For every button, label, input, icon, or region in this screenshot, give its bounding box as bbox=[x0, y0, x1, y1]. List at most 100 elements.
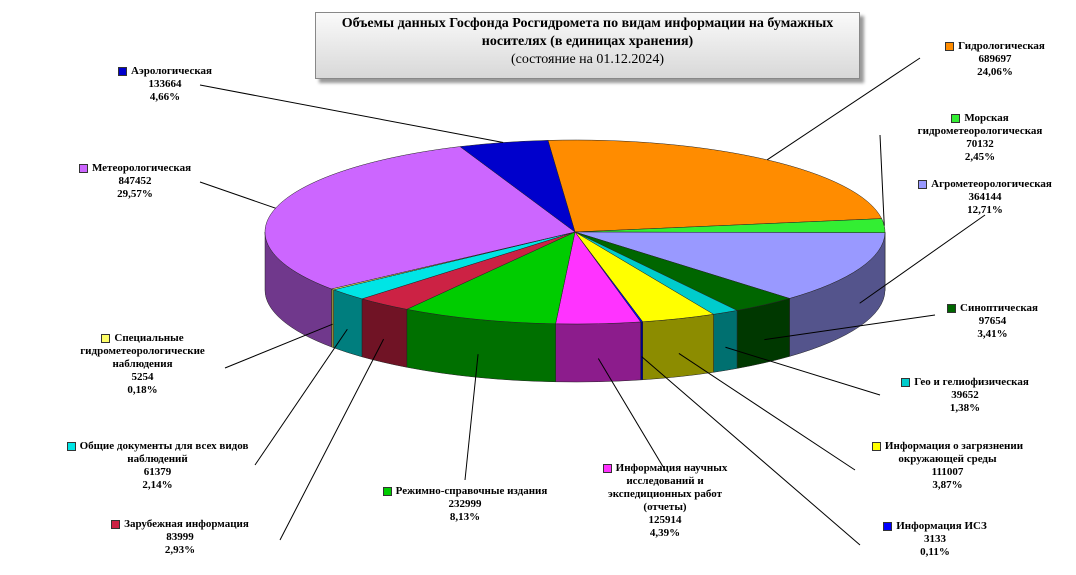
category-name: Информация о загрязнении окружающей сред… bbox=[884, 440, 1024, 465]
slice-label: Специальные гидрометеорологические наблю… bbox=[55, 332, 230, 397]
slice-label: Аэрологическая 133664 4,66% bbox=[95, 65, 235, 104]
value-label: 12,71% bbox=[967, 204, 1003, 216]
slice bbox=[547, 139, 883, 233]
count-label: 125914 bbox=[648, 514, 682, 526]
category-name: Аэрологическая bbox=[131, 65, 212, 77]
category-name: Зарубежная информация bbox=[124, 518, 249, 530]
value-label: 4,39% bbox=[649, 527, 681, 539]
leader-line bbox=[224, 323, 333, 369]
leader-line bbox=[254, 328, 348, 466]
slice-label: Информация о загрязнении окружающей сред… bbox=[855, 440, 1040, 492]
legend-swatch bbox=[382, 486, 392, 496]
leader-line bbox=[678, 353, 856, 471]
count-label: 5254 bbox=[131, 371, 154, 383]
category-name: Морская гидрометеорологическая bbox=[917, 112, 1043, 137]
top-faces bbox=[264, 139, 886, 325]
legend-swatch bbox=[951, 113, 961, 123]
slice-label: Режимно-справочные издания 232999 8,13% bbox=[360, 485, 570, 524]
legend-swatch bbox=[118, 66, 128, 76]
slice-label: Зарубежная информация 83999 2,93% bbox=[90, 518, 270, 557]
leader-lines bbox=[199, 57, 986, 546]
value-label: 2,45% bbox=[964, 151, 996, 163]
legend-swatch bbox=[945, 41, 955, 51]
count-label: 83999 bbox=[166, 531, 194, 543]
title-box: Объемы данных Госфонда Росгидромета по в… bbox=[315, 12, 860, 79]
value-label: 8,13% bbox=[449, 511, 481, 523]
count-label: 689697 bbox=[978, 53, 1012, 65]
legend-swatch bbox=[871, 441, 881, 451]
count-label: 133664 bbox=[148, 78, 182, 90]
count-label: 70132 bbox=[966, 138, 994, 150]
leader-line bbox=[725, 346, 881, 396]
category-name: Гидрологическая bbox=[958, 40, 1045, 52]
leader-line bbox=[464, 354, 479, 481]
slice-label: Метеорологическая 847452 29,57% bbox=[50, 162, 220, 201]
side-walls bbox=[264, 231, 886, 383]
slice bbox=[264, 146, 576, 290]
value-label: 0,11% bbox=[920, 546, 950, 558]
value-label: 1,38% bbox=[949, 402, 981, 414]
count-label: 97654 bbox=[978, 315, 1007, 327]
slice-label: Морская гидрометеорологическая 70132 2,45% bbox=[890, 112, 1070, 164]
count-label: 111007 bbox=[931, 466, 964, 478]
category-name: Информация научных исследований и экспед… bbox=[607, 462, 728, 513]
category-name: Информация ИСЗ bbox=[896, 520, 987, 532]
slice-label: Гео и гелиофизическая 39652 1,38% bbox=[880, 376, 1050, 415]
legend-swatch bbox=[602, 463, 612, 473]
legend-swatch bbox=[111, 519, 121, 529]
leader-line bbox=[879, 134, 885, 226]
slice-side bbox=[333, 289, 363, 358]
legend-swatch bbox=[101, 333, 111, 343]
count-label: 847452 bbox=[118, 175, 152, 187]
leader-line bbox=[641, 356, 861, 546]
slice-side bbox=[713, 310, 738, 373]
chart-subtitle: (состояние на 01.12.2024) bbox=[510, 52, 665, 67]
slice bbox=[574, 231, 886, 299]
legend-swatch bbox=[78, 163, 88, 173]
slice-label: Агрометеорологическая 364144 12,71% bbox=[900, 178, 1070, 217]
count-label: 61379 bbox=[143, 466, 172, 478]
slice-label: Информация ИСЗ 3133 0,11% bbox=[865, 520, 1005, 559]
count-label: 232999 bbox=[448, 498, 482, 510]
legend-swatch bbox=[66, 441, 76, 451]
count-label: 364144 bbox=[968, 191, 1002, 203]
slice-label: Гидрологическая 689697 24,06% bbox=[925, 40, 1065, 79]
leader-line bbox=[199, 181, 276, 209]
legend-swatch bbox=[901, 377, 911, 387]
slice-side bbox=[555, 321, 641, 383]
slice-label: Синоптическая 97654 3,41% bbox=[935, 302, 1050, 341]
category-name: Общие документы для всех видов наблюдени… bbox=[79, 440, 249, 465]
value-label: 3,41% bbox=[977, 328, 1008, 340]
leader-line bbox=[764, 314, 936, 341]
legend-swatch bbox=[947, 303, 957, 313]
count-label: 39652 bbox=[951, 389, 979, 401]
value-label: 4,66% bbox=[149, 91, 181, 103]
category-name: Синоптическая bbox=[960, 302, 1038, 314]
leader-line bbox=[766, 57, 921, 161]
leader-line bbox=[279, 338, 385, 541]
legend-swatch bbox=[883, 521, 893, 531]
value-label: 2,14% bbox=[142, 479, 173, 491]
value-label: 29,57% bbox=[117, 188, 153, 200]
slice bbox=[405, 231, 576, 325]
leader-line bbox=[859, 214, 986, 304]
category-name: Режимно-справочные издания bbox=[395, 485, 548, 497]
leader-line bbox=[199, 84, 504, 143]
category-name: Специальные гидрометеорологические наблю… bbox=[80, 332, 205, 370]
leader-line bbox=[597, 358, 666, 471]
slice-side bbox=[640, 321, 643, 381]
value-label: 0,18% bbox=[127, 384, 158, 396]
value-label: 3,87% bbox=[932, 479, 963, 491]
category-name: Гео и гелиофизическая bbox=[914, 376, 1029, 388]
value-label: 24,06% bbox=[977, 66, 1013, 78]
category-name: Метеорологическая bbox=[91, 162, 192, 174]
slice-label: Информация научных исследований и экспед… bbox=[590, 462, 740, 540]
legend-swatch bbox=[918, 179, 928, 189]
slice bbox=[459, 140, 576, 233]
chart-title: Объемы данных Госфонда Росгидромета по в… bbox=[341, 16, 834, 49]
value-label: 2,93% bbox=[164, 544, 196, 556]
slice-side bbox=[361, 298, 408, 368]
category-name: Агрометеорологическая bbox=[931, 178, 1052, 190]
